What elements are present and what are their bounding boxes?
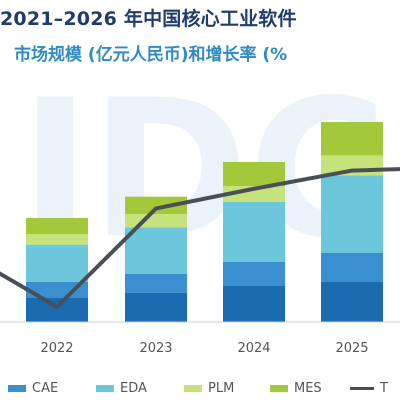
chart-title: 2021–2026 年中国核心工业软件 xyxy=(0,8,297,30)
bar-2023-series-3 xyxy=(125,214,187,228)
bar-2022-series-0 xyxy=(26,298,88,322)
bar-2023-series-2 xyxy=(125,227,187,274)
bar-2024-series-2 xyxy=(223,202,285,262)
x-tick-label-2025: 2025 xyxy=(335,341,368,356)
legend-swatch-mes xyxy=(270,384,288,392)
bar-2022-series-4 xyxy=(26,218,88,234)
legend-item-trend: T xyxy=(350,376,388,400)
legend-label-plm: PLM xyxy=(208,380,235,396)
legend-swatch-eda xyxy=(96,384,114,392)
legend-item-plm: PLM xyxy=(184,376,234,400)
bar-2023-series-1 xyxy=(125,274,187,293)
legend-item-cae: CAE xyxy=(8,376,58,400)
bar-2023-series-0 xyxy=(125,292,187,322)
bar-2025-series-0 xyxy=(321,282,383,322)
chart-subtitle: 市场规模 (亿元人民币)和增长率 (% xyxy=(14,45,288,65)
legend-label-cae: CAE xyxy=(32,380,59,396)
bar-2025-series-2 xyxy=(321,175,383,253)
bar-group xyxy=(26,122,383,322)
legend-swatch-cae xyxy=(8,384,26,392)
bar-2022-series-2 xyxy=(26,244,88,282)
x-tick-group: 2022 2023 2024 2025 xyxy=(40,341,368,356)
legend-label-trend: T xyxy=(380,380,388,396)
x-tick-label-2022: 2022 xyxy=(40,341,73,356)
bar-2025-series-4 xyxy=(321,122,383,156)
legend-swatch-trend xyxy=(350,386,374,390)
x-tick-label-2024: 2024 xyxy=(237,341,270,356)
bar-2025-series-1 xyxy=(321,252,383,282)
bar-2024-series-0 xyxy=(223,286,285,322)
bar-2024-series-4 xyxy=(223,162,285,186)
trend-line xyxy=(0,167,400,309)
legend-label-mes: MES xyxy=(294,380,322,396)
x-tick-label-2023: 2023 xyxy=(139,341,172,356)
legend-label-eda: EDA xyxy=(120,380,147,396)
bar-2022-series-3 xyxy=(26,234,88,245)
legend-item-mes: MES xyxy=(270,376,322,400)
bar-2024-series-1 xyxy=(223,262,285,286)
legend-swatch-plm xyxy=(184,384,202,392)
legend: CAE EDA PLM MES T xyxy=(0,376,400,400)
legend-item-eda: EDA xyxy=(96,376,147,400)
bar-2023-series-4 xyxy=(125,196,187,214)
